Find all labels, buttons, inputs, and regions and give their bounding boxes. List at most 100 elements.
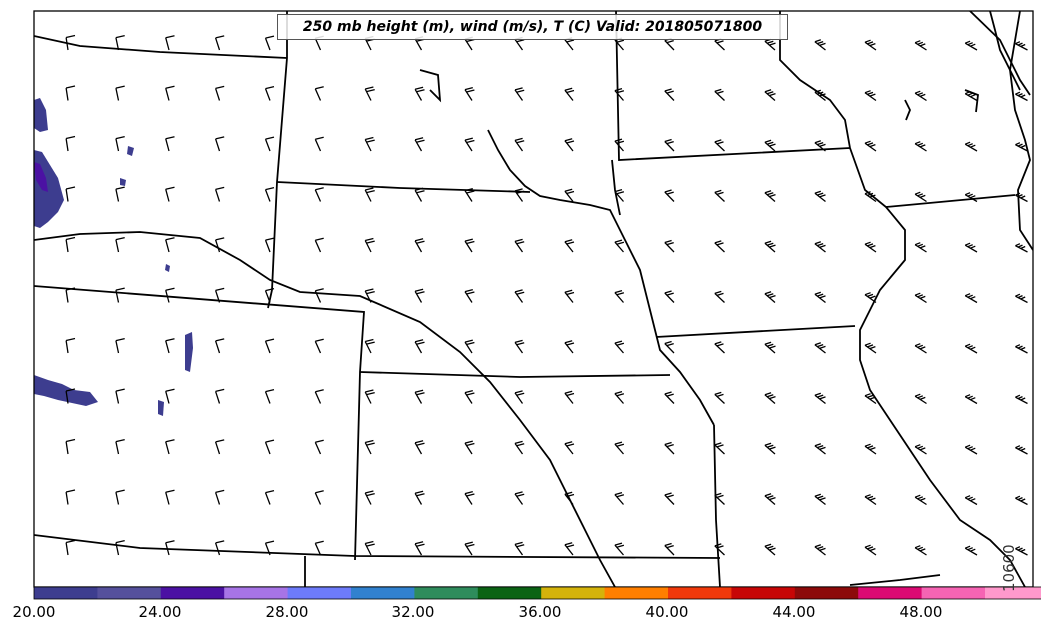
wind-barb (514, 238, 525, 253)
wind-barb (814, 291, 826, 304)
wind-barb (614, 340, 625, 354)
wind-barb (514, 440, 525, 455)
wind-barb (864, 292, 877, 304)
wind-barb (714, 492, 725, 505)
wind-barb (314, 136, 324, 152)
wind-barb (964, 192, 978, 203)
colorbar (33, 586, 1041, 600)
wind-barb (214, 136, 225, 152)
wind-barb (464, 187, 475, 202)
wind-barb (314, 338, 324, 354)
wind-barb (115, 287, 125, 303)
wind-barb (864, 39, 877, 51)
wind-barb (165, 186, 175, 202)
wind-barb (1015, 394, 1028, 405)
colorbar-tick-label: 48.00 (899, 603, 943, 621)
wind-barb (314, 439, 324, 455)
wind-barb (65, 388, 76, 404)
wind-barb (914, 343, 927, 354)
colorbar-segment (414, 587, 479, 599)
wind-barb (614, 441, 625, 455)
wind-barb (914, 494, 927, 506)
wind-barb (914, 90, 927, 102)
wind-barb (564, 340, 575, 354)
wind-barb (214, 186, 225, 202)
wind-barb (764, 442, 776, 455)
colorbar-segment (351, 587, 415, 599)
wind-barb (65, 287, 76, 303)
wind-barb (564, 390, 575, 404)
wind-barb (464, 440, 475, 455)
wind-barb (714, 88, 725, 101)
wind-barb (564, 188, 575, 202)
wind-barb (414, 86, 425, 101)
wind-barb (814, 544, 826, 556)
wind-barb (464, 137, 475, 152)
wind-barb (914, 40, 927, 51)
wind-barb (165, 540, 175, 556)
colorbar-tick-label: 40.00 (645, 603, 689, 621)
wind-barb (115, 34, 125, 51)
wind-barb (614, 542, 625, 556)
wind-barb (714, 290, 725, 303)
wind-barb (65, 539, 76, 556)
wind-barb (864, 494, 877, 506)
wind-barb (814, 39, 826, 51)
wind-barb (514, 137, 525, 152)
wind-barb (115, 236, 125, 253)
wind-barb (564, 87, 575, 101)
wind-barb (514, 188, 525, 202)
wind-barb (464, 86, 475, 101)
wind-barb (364, 187, 375, 202)
wind-barb (964, 343, 978, 354)
wind-barb (364, 540, 375, 556)
colorbar-segment (97, 587, 162, 599)
wind-barb (514, 541, 525, 556)
wind-barb (864, 544, 877, 556)
wind-barb (764, 291, 776, 303)
wind-barb (664, 340, 675, 354)
wind-barb (414, 288, 425, 303)
wind-barb (115, 489, 125, 505)
wind-barb (165, 439, 175, 455)
wind-barb (764, 240, 776, 253)
wind-barb (814, 89, 826, 102)
wind-barb (814, 342, 826, 354)
wind-barb (314, 86, 324, 101)
wind-barb (264, 85, 275, 101)
wind-barb (714, 543, 725, 556)
wind-barb (614, 390, 625, 404)
wind-barb (214, 237, 225, 253)
wind-barb (264, 388, 275, 404)
wind-barb (864, 241, 877, 253)
wind-barb (115, 388, 125, 404)
wind-barb (564, 239, 575, 253)
colorbar-tick-label: 44.00 (772, 603, 816, 621)
wind-barb (214, 85, 225, 101)
colorbar-segment (985, 587, 1041, 599)
wind-barb (314, 540, 324, 556)
wind-barb (65, 489, 76, 505)
wind-barb (914, 141, 927, 152)
wind-barb (814, 190, 826, 203)
wind-barb (764, 190, 776, 202)
wind-barb (964, 141, 978, 152)
wind-barb (914, 545, 927, 556)
wind-barb (614, 138, 625, 152)
wind-barb (364, 86, 375, 101)
wind-barb (664, 441, 675, 455)
wind-barb (964, 444, 978, 455)
wind-barb (464, 339, 475, 354)
map-background (34, 11, 1033, 587)
rivers (34, 11, 1033, 587)
wind-barb (1015, 445, 1028, 455)
colorbar-tick-label: 36.00 (518, 603, 562, 621)
wind-barb (764, 493, 776, 505)
wind-barb (414, 137, 425, 152)
wind-barb (914, 191, 927, 203)
wind-barb (1015, 41, 1028, 51)
wind-barb (214, 540, 225, 556)
wind-barb (364, 490, 375, 505)
wind-barb (614, 491, 625, 505)
wind-barb (314, 288, 324, 303)
